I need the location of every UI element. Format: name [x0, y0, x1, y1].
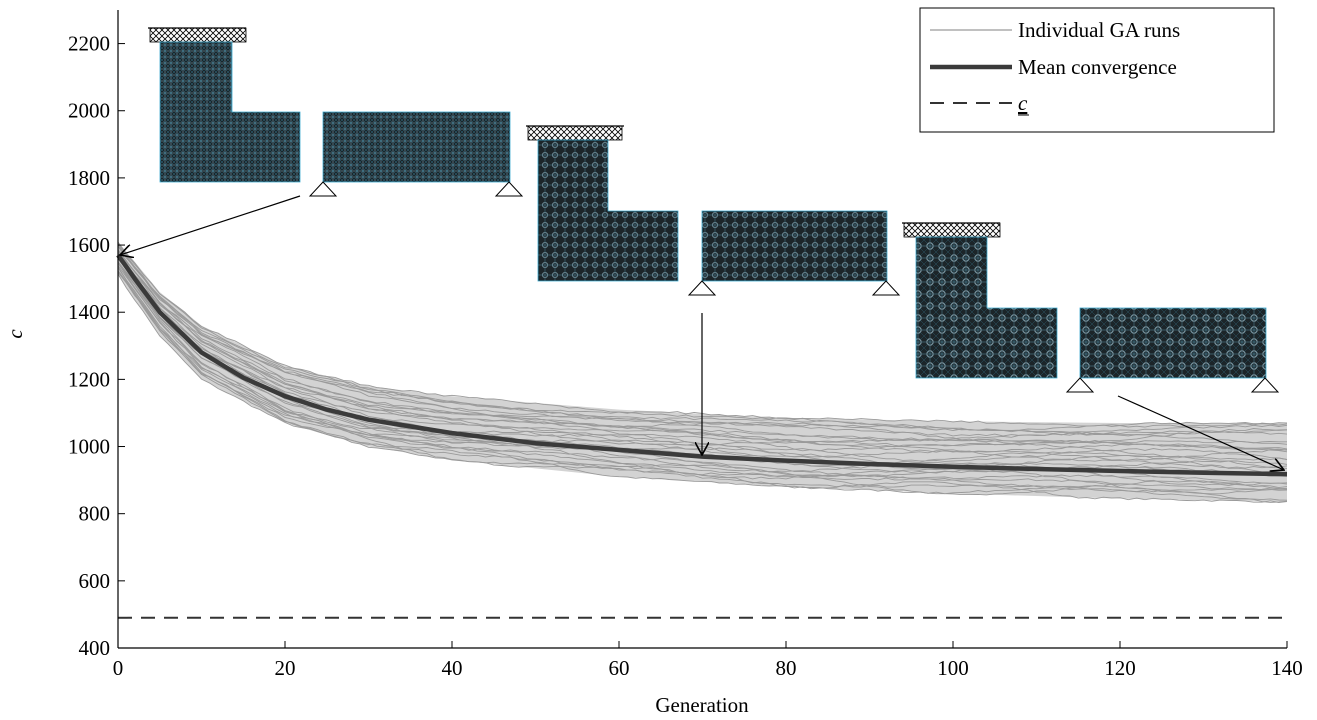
design-inset-gen-0 [148, 27, 524, 197]
y-ticks: 400 600 800 1000 1200 1400 1600 1800 2000 2200 [68, 32, 125, 660]
x-tick-label: 140 [1271, 656, 1303, 680]
support-hatch [527, 125, 623, 141]
legend-label-individual: Individual GA runs [1018, 18, 1180, 42]
design-inset-gen-70 [526, 125, 901, 296]
lattice-l-shape [159, 41, 301, 183]
individual-run-line [117, 273, 1288, 503]
legend-label-mean: Mean convergence [1018, 55, 1177, 79]
pin-support-right [1250, 377, 1280, 393]
y-tick-label: 1800 [68, 166, 110, 190]
pin-support-left [1065, 377, 1095, 393]
lattice-beam [322, 111, 511, 183]
lattice-l-shape [537, 139, 679, 282]
x-tick-label: 60 [609, 656, 630, 680]
arrow-gen-0 [120, 195, 301, 255]
x-tick-label: 80 [776, 656, 797, 680]
x-ticks: 0 20 40 60 80 100 120 140 [113, 641, 1303, 680]
legend-box [919, 7, 1275, 133]
y-tick-label: 1600 [68, 233, 110, 257]
x-tick-label: 120 [1104, 656, 1136, 680]
legend-label-bound: c [1018, 91, 1028, 115]
x-tick-label: 40 [442, 656, 463, 680]
y-tick-label: 2000 [68, 99, 110, 123]
mean-convergence-line [116, 253, 1288, 477]
x-axis-title: Generation [655, 693, 749, 717]
legend: Individual GA runs Mean convergence c [919, 7, 1275, 133]
pin-support-right [494, 181, 524, 197]
axes [117, 10, 1287, 649]
y-tick-label: 800 [79, 502, 111, 526]
individual-run-line [117, 270, 1288, 501]
individual-run-line [117, 262, 1288, 487]
lattice-l-shape [915, 236, 1058, 379]
pin-support-left [687, 280, 717, 296]
mean-convergence-layer [116, 253, 1288, 477]
y-tick-label: 600 [79, 569, 111, 593]
x-tick-label: 0 [113, 656, 124, 680]
pin-support-right [871, 280, 901, 296]
support-hatch [149, 27, 247, 43]
lattice-beam [701, 210, 888, 282]
arrow-gen-140 [1117, 395, 1284, 470]
support-hatch [903, 222, 1001, 238]
design-inset-gen-140 [902, 222, 1280, 393]
y-tick-label: 1200 [68, 367, 110, 391]
x-tick-label: 20 [275, 656, 296, 680]
y-tick-label: 400 [79, 636, 111, 660]
pin-support-left [308, 181, 338, 197]
y-tick-label: 2200 [68, 32, 110, 56]
y-tick-label: 1000 [68, 435, 110, 459]
y-tick-label: 1400 [68, 300, 110, 324]
y-axis-title: c [3, 329, 27, 339]
annotation-arrows [120, 195, 1284, 470]
individual-run-line [117, 267, 1288, 491]
lattice-beam [1079, 307, 1267, 379]
individual-run-line [117, 266, 1287, 495]
x-tick-label: 100 [937, 656, 969, 680]
